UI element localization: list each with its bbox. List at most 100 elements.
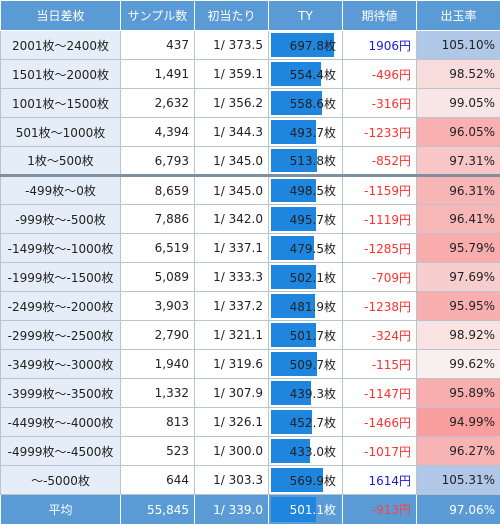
row-rate: 98.52%: [417, 60, 500, 89]
row-ty-cell: 439.3枚: [269, 379, 343, 408]
row-rate: 96.41%: [417, 205, 500, 234]
row-label: -1499枚〜-1000枚: [1, 234, 121, 263]
row-label: -3999枚〜-3500枚: [1, 379, 121, 408]
row-label: 〜-5000枚: [1, 466, 121, 495]
row-ty: 479.5枚: [269, 240, 342, 257]
row-ty: 697.8枚: [269, 37, 342, 54]
average-first-hit: 1/ 339.0: [195, 495, 269, 525]
row-ty-cell: 481.9枚: [269, 292, 343, 321]
row-label: 501枚〜1000枚: [1, 118, 121, 147]
row-label: 1501枚〜2000枚: [1, 60, 121, 89]
row-label: 1001枚〜1500枚: [1, 89, 121, 118]
row-first-hit: 1/ 342.0: [195, 205, 269, 234]
row-ev: -852円: [343, 147, 417, 176]
row-ty: 569.9枚: [269, 472, 342, 489]
row-first-hit: 1/ 319.6: [195, 350, 269, 379]
row-rate: 97.31%: [417, 147, 500, 176]
row-ty: 495.7枚: [269, 211, 342, 228]
row-ty-cell: 569.9枚: [269, 466, 343, 495]
row-rate: 105.31%: [417, 466, 500, 495]
row-ev: -1159円: [343, 176, 417, 205]
row-ev: -1466円: [343, 408, 417, 437]
row-first-hit: 1/ 307.9: [195, 379, 269, 408]
row-ev: -1119円: [343, 205, 417, 234]
row-first-hit: 1/ 344.3: [195, 118, 269, 147]
row-ty: 452.7枚: [269, 414, 342, 431]
row-ev: -1285円: [343, 234, 417, 263]
row-ev: -1017円: [343, 437, 417, 466]
row-rate: 96.27%: [417, 437, 500, 466]
row-label: -999枚〜-500枚: [1, 205, 121, 234]
row-first-hit: 1/ 345.0: [195, 147, 269, 176]
row-ty: 433.0枚: [269, 443, 342, 460]
row-ty: 481.9枚: [269, 298, 342, 315]
header-label: 当日差枚: [1, 1, 121, 31]
row-label: 1枚〜500枚: [1, 147, 121, 176]
row-first-hit: 1/ 359.1: [195, 60, 269, 89]
row-ev: -1233円: [343, 118, 417, 147]
row-samples: 8,659: [121, 176, 195, 205]
row-first-hit: 1/ 356.2: [195, 89, 269, 118]
row-ty-cell: 493.7枚: [269, 118, 343, 147]
row-samples: 6,519: [121, 234, 195, 263]
row-ty-cell: 452.7枚: [269, 408, 343, 437]
row-ty-cell: 479.5枚: [269, 234, 343, 263]
row-ty: 498.5枚: [269, 182, 342, 199]
table-header: 当日差枚 サンプル数 初当たり TY 期待値 出玉率: [1, 1, 500, 31]
row-first-hit: 1/ 321.1: [195, 321, 269, 350]
row-rate: 99.62%: [417, 350, 500, 379]
row-ty-cell: 509.7枚: [269, 350, 343, 379]
average-row: 平均 55,845 1/ 339.0 501.1枚 -913円 97.06%: [1, 495, 500, 525]
row-first-hit: 1/ 345.0: [195, 176, 269, 205]
row-ty-cell: 495.7枚: [269, 205, 343, 234]
row-rate: 97.69%: [417, 263, 500, 292]
row-ty: 493.7枚: [269, 124, 342, 141]
row-ty-cell: 554.4枚: [269, 60, 343, 89]
header-ev: 期待値: [343, 1, 417, 31]
row-label: -1999枚〜-1500枚: [1, 263, 121, 292]
row-label: -3499枚〜-3000枚: [1, 350, 121, 379]
row-first-hit: 1/ 300.0: [195, 437, 269, 466]
row-ty: 513.8枚: [269, 152, 342, 169]
row-ty-cell: 498.5枚: [269, 176, 343, 205]
row-ty: 554.4枚: [269, 66, 342, 83]
average-ty: 501.1枚: [269, 501, 342, 518]
row-first-hit: 1/ 303.3: [195, 466, 269, 495]
table-footer: 平均 55,845 1/ 339.0 501.1枚 -913円 97.06%: [1, 495, 500, 525]
row-ty: 439.3枚: [269, 385, 342, 402]
row-rate: 96.05%: [417, 118, 500, 147]
row-ev: -1238円: [343, 292, 417, 321]
row-label: -2999枚〜-2500枚: [1, 321, 121, 350]
row-ty-cell: 697.8枚: [269, 31, 343, 60]
row-first-hit: 1/ 326.1: [195, 408, 269, 437]
row-ty-cell: 501.7枚: [269, 321, 343, 350]
row-samples: 1,332: [121, 379, 195, 408]
row-ty: 501.7枚: [269, 327, 342, 344]
row-ty: 502.1枚: [269, 269, 342, 286]
row-ev: -1147円: [343, 379, 417, 408]
row-first-hit: 1/ 333.3: [195, 263, 269, 292]
row-samples: 437: [121, 31, 195, 60]
row-ev: 1614円: [343, 466, 417, 495]
row-samples: 644: [121, 466, 195, 495]
header-rate: 出玉率: [417, 1, 500, 31]
row-rate: 99.05%: [417, 89, 500, 118]
row-label: -4499枚〜-4000枚: [1, 408, 121, 437]
row-ty: 509.7枚: [269, 356, 342, 373]
row-samples: 3,903: [121, 292, 195, 321]
row-first-hit: 1/ 337.1: [195, 234, 269, 263]
row-ev: -316円: [343, 89, 417, 118]
row-ev: -709円: [343, 263, 417, 292]
row-ty: 558.6枚: [269, 95, 342, 112]
row-first-hit: 1/ 337.2: [195, 292, 269, 321]
row-ev: 1906円: [343, 31, 417, 60]
